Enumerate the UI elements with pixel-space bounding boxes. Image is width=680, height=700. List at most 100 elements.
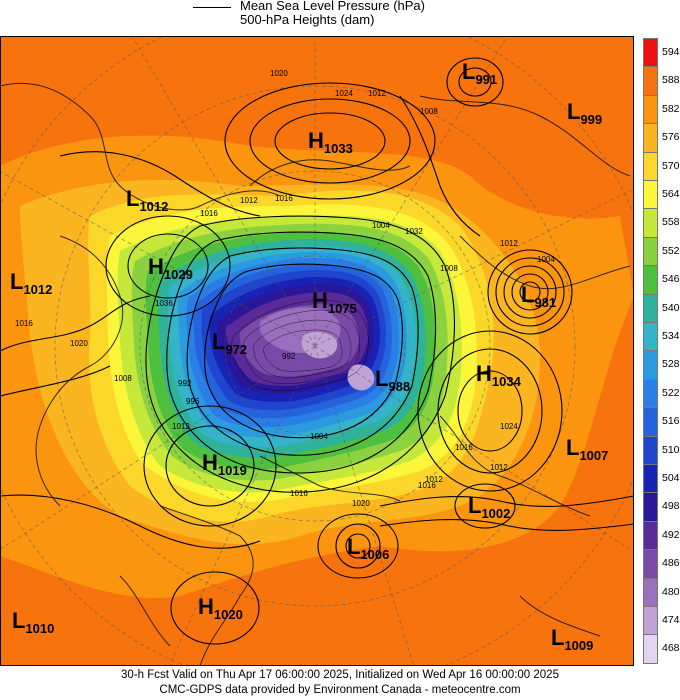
height-band-474-b — [347, 364, 375, 391]
colorbar-label: 594 — [662, 46, 680, 58]
isobar-label: 1020 — [270, 69, 288, 78]
map-frame — [0, 36, 634, 666]
colorbar-label: 570 — [662, 159, 680, 172]
isobar-label: 992 — [178, 379, 192, 388]
colorbar-swatch — [643, 208, 658, 238]
pressure-centers: L991 L999 H1033 L1012 H1029 L1012 H1075 … — [10, 59, 608, 653]
colorbar-label: 492 — [662, 528, 680, 541]
colorbar-swatch — [643, 378, 658, 409]
colorbar-swatch — [643, 577, 658, 607]
height-colorbar: 594 588 582 576 570 564 558 552 546 540 534 528 522 5… — [643, 38, 680, 664]
pressure-center-high: H1034 — [476, 361, 522, 389]
isobar-label: 1024 — [500, 422, 518, 431]
colorbar-label: 504 — [662, 472, 680, 484]
colorbar-label: 564 — [662, 188, 680, 200]
isobar-label: 1020 — [352, 499, 370, 508]
colorbar-label: 510 — [662, 443, 680, 456]
colorbar-swatch — [643, 236, 658, 267]
colorbar-label: 522 — [662, 386, 680, 399]
colorbar-swatch — [643, 407, 658, 437]
colorbar-swatch — [643, 464, 658, 494]
isobar-label: 1036 — [155, 299, 173, 308]
colorbar-swatch — [643, 350, 658, 380]
isobar-legend-line — [193, 7, 231, 8]
isobar-label: 1016 — [418, 481, 436, 490]
pressure-center-high: H1075 — [312, 288, 357, 316]
colorbar-swatch — [643, 265, 658, 295]
colorbar-label: 552 — [662, 244, 680, 257]
colorbar-swatch — [643, 606, 658, 636]
pressure-center-low: L999 — [567, 99, 602, 127]
isobar-label: 1032 — [405, 227, 423, 236]
colorbar-swatch — [643, 293, 658, 323]
colorbar-label: 498 — [662, 500, 680, 513]
pressure-center-low: L1012 — [126, 186, 168, 214]
isobar-label: 1024 — [335, 89, 353, 98]
colorbar-swatch — [643, 66, 658, 96]
pressure-center-low: L1006 — [347, 534, 389, 562]
isobar-label: 996 — [186, 397, 200, 406]
forecast-valid-caption: 30-h Fcst Valid on Thu Apr 17 06:00:00 2… — [121, 669, 559, 681]
pressure-center-low: L981 — [521, 282, 556, 310]
colorbar-swatch — [643, 634, 658, 664]
legend-pressure-label: Mean Sea Level Pressure (hPa) — [240, 0, 425, 13]
pressure-center-low: L988 — [375, 366, 410, 394]
isobar-label: 1012 — [490, 463, 508, 472]
isobar-label: 1012 — [368, 89, 386, 98]
colorbar-swatch — [643, 549, 658, 579]
isobar-labels: 1012 1008 1024 1020 1016 1012 1016 1004 … — [15, 69, 555, 508]
colorbar-label: 468 — [662, 642, 680, 655]
colorbar-swatch — [643, 322, 658, 352]
isobar-label: 1012 — [500, 239, 518, 248]
pressure-center-low: L1002 — [468, 493, 510, 521]
forecast-map: 1012 1008 1024 1020 1016 1012 1016 1004 … — [0, 36, 634, 666]
isobar-label: 992 — [282, 352, 296, 361]
colorbar-label: 546 — [662, 273, 680, 286]
isobar-label: 1008 — [114, 374, 132, 383]
isobar-label: 1008 — [440, 264, 458, 273]
pressure-center-low: L1009 — [551, 625, 593, 653]
pressure-center-low: L1007 — [566, 435, 608, 463]
colorbar-label: 528 — [662, 358, 680, 371]
isobar-label: 1008 — [420, 107, 438, 116]
pressure-center-high: H1019 — [202, 450, 247, 478]
isobar-label: 1016 — [455, 443, 473, 452]
colorbar-swatch — [643, 492, 658, 522]
colorbar-label: 480 — [662, 585, 680, 598]
data-credit-caption: CMC-GDPS data provided by Environment Ca… — [159, 684, 521, 696]
colorbar-label: 588 — [662, 74, 680, 87]
colorbar-label: 558 — [662, 216, 680, 229]
colorbar-swatch — [643, 180, 658, 210]
isobar-label: 1016 — [15, 319, 33, 328]
pressure-center-high: H1033 — [308, 128, 353, 156]
colorbar-swatch — [643, 520, 658, 551]
pressure-center-low: L1012 — [10, 269, 52, 297]
colorbar-swatch — [643, 435, 658, 465]
colorbar-label: 474 — [662, 614, 680, 626]
header: Mean Sea Level Pressure (hPa) 500-hPa He… — [0, 0, 680, 36]
colorbar-label: 516 — [662, 415, 680, 428]
colorbar-swatch — [643, 94, 658, 125]
isobar-label: 1016 — [290, 489, 308, 498]
colorbar-label: 534 — [662, 330, 680, 342]
coastlines — [0, 82, 631, 666]
legend-heights-label: 500-hPa Heights (dam) — [240, 12, 375, 27]
isobar-label: 1020 — [70, 339, 88, 348]
pressure-center-low: L991 — [462, 59, 497, 87]
pressure-center-low: L1010 — [12, 608, 54, 636]
height-contours — [231, 299, 369, 391]
colorbar-label: 582 — [662, 102, 680, 115]
isobar-label: 1016 — [200, 209, 218, 218]
colorbar-label: 486 — [662, 557, 680, 570]
isobar-label: 1012 — [425, 475, 443, 484]
pressure-center-high: H1020 — [198, 594, 243, 622]
colorbar-label: 540 — [662, 301, 680, 314]
footer: 30-h Fcst Valid on Thu Apr 17 06:00:00 2… — [0, 668, 680, 700]
colorbar-swatch — [643, 123, 658, 153]
isobar-label: 1016 — [275, 194, 293, 203]
pressure-center-low: L972 — [212, 329, 247, 357]
pressure-center-high: H1029 — [148, 254, 193, 282]
graticule — [0, 36, 634, 666]
isobars — [0, 57, 634, 645]
colorbar-swatch — [643, 151, 658, 181]
